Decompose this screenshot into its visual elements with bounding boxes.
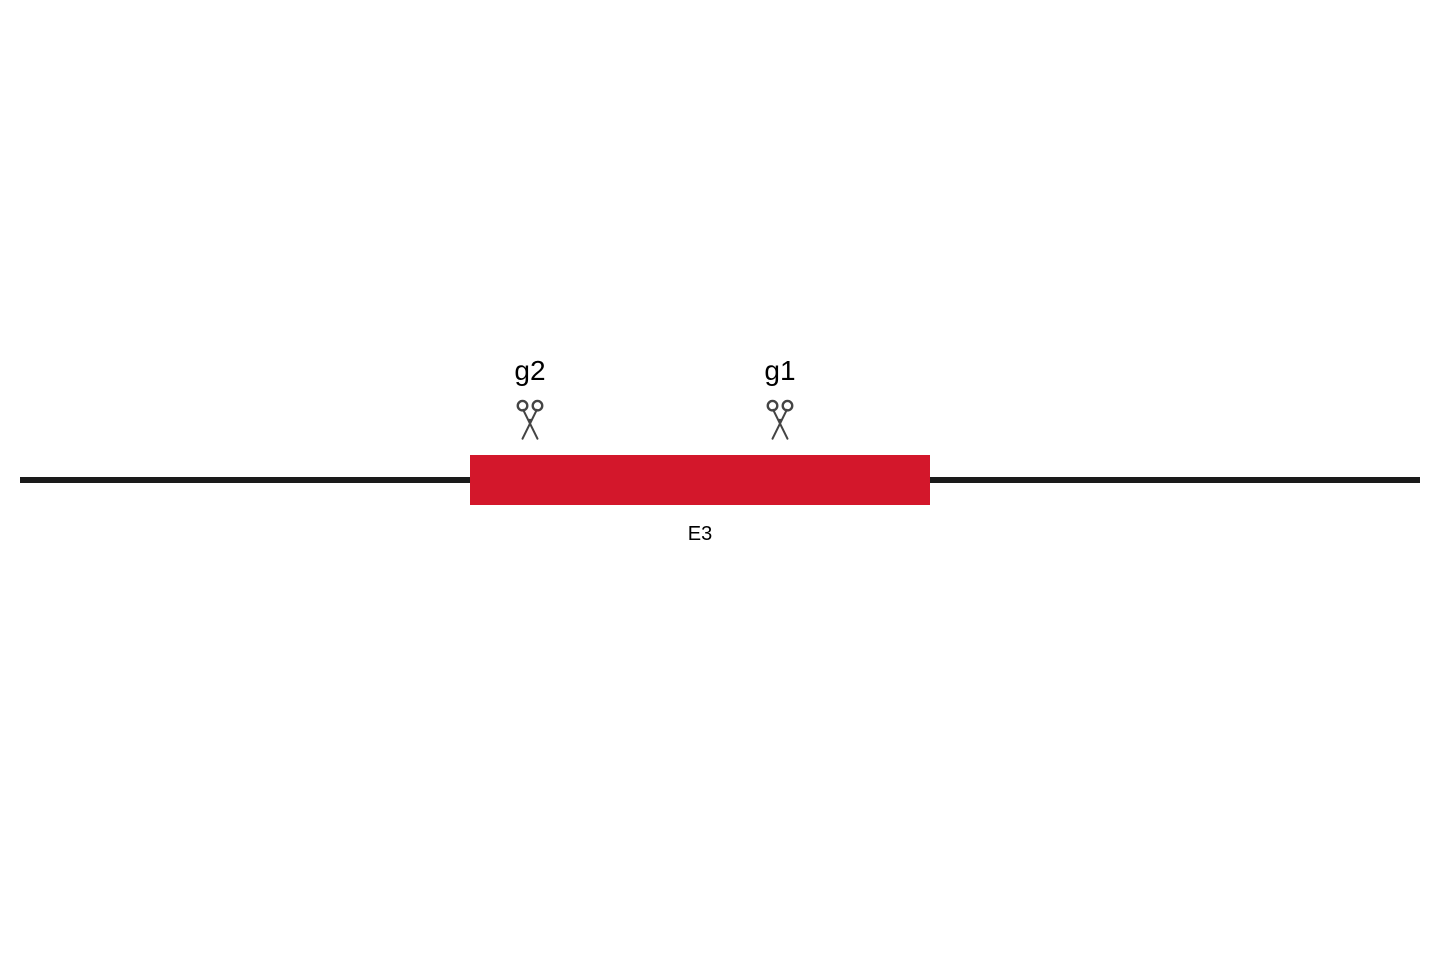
exon-box xyxy=(470,455,930,505)
exon-label: E3 xyxy=(688,523,712,546)
cut-site-label-g1: g1 xyxy=(764,355,795,387)
cut-site-label-g2: g2 xyxy=(514,355,545,387)
scissors-icon xyxy=(763,399,797,446)
scissors-icon xyxy=(513,399,547,446)
gene-diagram: E3 g2 g1 xyxy=(0,0,1440,960)
